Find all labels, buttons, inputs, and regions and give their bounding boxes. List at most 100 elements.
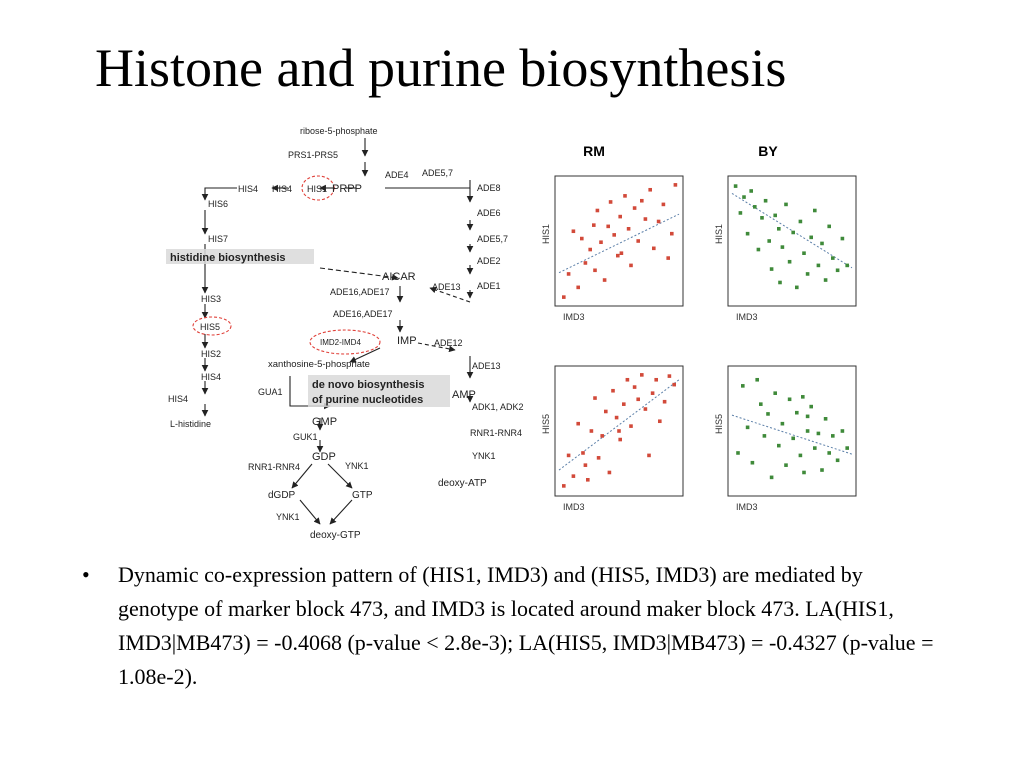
node-ade57-b: ADE5,7 [477, 234, 508, 244]
x-axis-label: IMD3 [563, 502, 585, 512]
scatter-point [777, 443, 781, 448]
scatter-point [773, 391, 777, 395]
scatter-point [618, 214, 622, 219]
x-axis-label: IMD3 [736, 312, 758, 322]
scatter-point [583, 463, 588, 467]
scatter-point [608, 200, 613, 204]
scatter-point [745, 425, 750, 430]
scatter-point [816, 263, 821, 268]
scatter-point [769, 475, 774, 480]
scatter-point [571, 474, 576, 478]
scatter-point [840, 429, 845, 433]
scatter-point [763, 198, 768, 203]
scatter-point [791, 436, 795, 441]
scatter-point [616, 253, 620, 258]
node-ade13-b: ADE13 [472, 361, 501, 371]
node-ade2: ADE2 [477, 256, 501, 266]
scatter-point [632, 206, 637, 210]
scatter-point [809, 404, 813, 409]
scatter-point [643, 407, 648, 411]
scatter-point [816, 431, 821, 436]
scatter-point [813, 446, 817, 450]
trend-line [731, 414, 853, 455]
scatter-point [777, 227, 781, 231]
scatter-point [802, 251, 806, 255]
node-ade4: ADE4 [385, 170, 409, 180]
y-axis-label: HIS1 [714, 224, 724, 244]
scatter-point [827, 451, 831, 455]
scatter-point [666, 256, 670, 260]
scatter-point [835, 458, 840, 463]
scatter-point [629, 263, 633, 268]
scatter-point [755, 377, 759, 382]
pathway-figure: ribose-5-phosphate PRS1-PRS5 PRPP HIS1 H… [166, 126, 857, 541]
scatter-point [599, 240, 603, 245]
scatter-point [614, 415, 619, 420]
scatter-point [801, 395, 805, 399]
node-adk1-adk2: ADK1, ADK2 [472, 402, 524, 412]
scatter-point [604, 409, 608, 414]
scatter-point [845, 263, 849, 268]
plot-frame [727, 175, 857, 307]
node-ribose-5-phosphate: ribose-5-phosphate [300, 126, 378, 136]
scatter-point [626, 227, 631, 231]
scatter-point [760, 216, 764, 220]
node-dgdp: dGDP [268, 490, 296, 501]
scatter-point [805, 414, 810, 419]
scatter-point [606, 224, 610, 229]
node-his6: HIS6 [208, 199, 228, 209]
highlight-circles [192, 175, 381, 355]
scatter-point [643, 217, 648, 221]
node-ade12: ADE12 [434, 338, 463, 348]
node-gmp: GMP [312, 416, 337, 428]
node-gtp: GTP [352, 490, 373, 501]
scatter-point [612, 233, 616, 237]
scatter-point [588, 247, 592, 252]
pathway-arrows [201, 138, 474, 525]
node-rnr1-rnr4-a: RNR1-RNR4 [470, 428, 522, 438]
scatter-point [805, 272, 810, 276]
scatter-point [780, 245, 785, 249]
scatter-point [769, 267, 774, 271]
scatter-point [595, 208, 600, 213]
plot-frame [727, 365, 857, 497]
scatter-point [656, 219, 661, 224]
scatter-point [618, 437, 622, 442]
scatter-point [611, 388, 615, 393]
node-ade16-ade17-b: ADE16,ADE17 [333, 309, 393, 319]
node-gdp: GDP [312, 451, 336, 463]
bullet-text: Dynamic co-expression pattern of (HIS1, … [118, 562, 934, 689]
node-imd2-imd4: IMD2-IMD4 [320, 338, 361, 347]
scatter-point [571, 229, 576, 234]
scatter-point [672, 382, 676, 387]
scatter-point [650, 391, 655, 395]
scatter-point [658, 419, 662, 424]
scatter-point [636, 239, 640, 243]
scatter-point [831, 434, 835, 438]
scatter-point [780, 421, 785, 426]
scatter-point [670, 231, 674, 236]
scatter-point [625, 377, 630, 382]
label-histidine-biosynthesis: histidine biosynthesis [170, 252, 286, 264]
node-his5: HIS5 [200, 322, 220, 332]
scatter-point [636, 397, 640, 402]
plot-frame [554, 175, 684, 307]
trend-line [731, 192, 853, 269]
scatter-point [820, 468, 824, 472]
node-prs1-prs5: PRS1-PRS5 [288, 150, 338, 160]
scatter-header-rm: RM [583, 143, 605, 159]
scatter-point [767, 239, 771, 243]
node-imp: IMP [397, 335, 417, 347]
node-ynk1-a: YNK1 [345, 461, 369, 471]
node-his4-c: HIS4 [201, 372, 221, 382]
scatter-point [805, 429, 810, 433]
scatter-plot-3: IMD3 HIS5 [541, 365, 684, 512]
scatter-point [647, 453, 651, 458]
scatter-point [667, 374, 672, 378]
scatter-point [596, 456, 601, 460]
scatter-point [756, 247, 761, 252]
node-his2: HIS2 [201, 349, 221, 359]
y-axis-label: HIS5 [541, 414, 551, 434]
x-axis-label: IMD3 [736, 502, 758, 512]
node-ade6: ADE6 [477, 208, 501, 218]
